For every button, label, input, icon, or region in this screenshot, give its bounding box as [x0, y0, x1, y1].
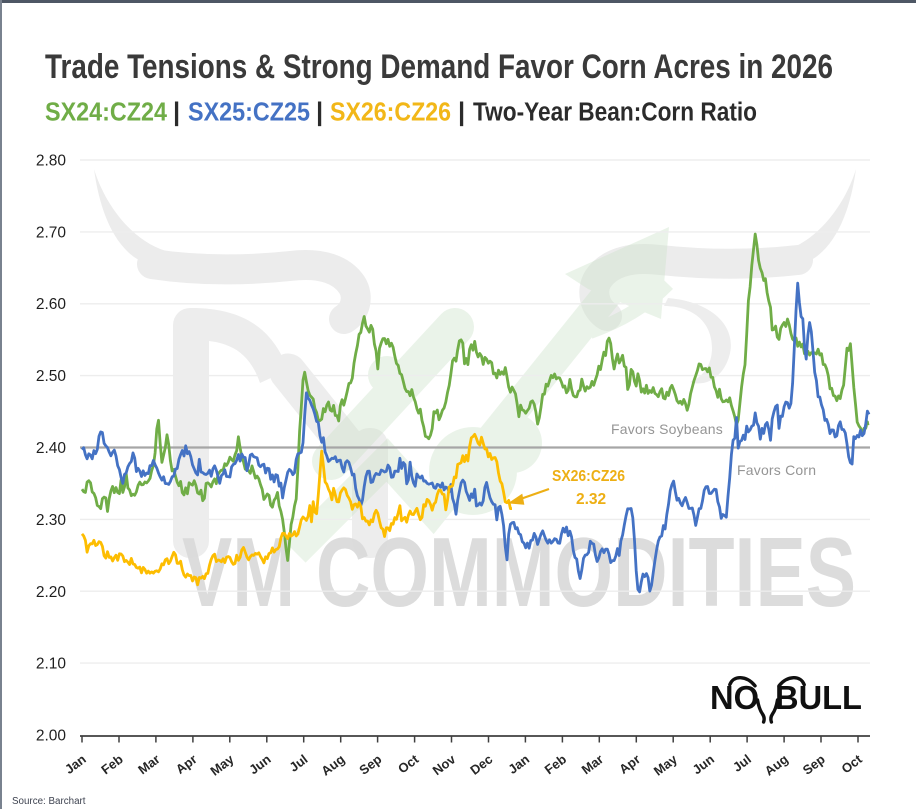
svg-text:2.30: 2.30	[36, 512, 67, 529]
svg-text:2.00: 2.00	[36, 728, 67, 745]
svg-text:Apr: Apr	[616, 751, 643, 776]
svg-text:Favors Soybeans: Favors Soybeans	[611, 421, 723, 437]
svg-text:Jun: Jun	[690, 751, 718, 777]
svg-text:Oct: Oct	[395, 751, 422, 776]
svg-text:Jan: Jan	[62, 751, 89, 776]
svg-text:Favors Corn: Favors Corn	[737, 462, 816, 478]
svg-text:Aug: Aug	[762, 751, 791, 778]
svg-text:|: |	[458, 99, 465, 127]
svg-text:NO: NO	[710, 679, 759, 716]
svg-text:2.50: 2.50	[36, 368, 67, 385]
svg-text:SX24:CZ24: SX24:CZ24	[45, 99, 168, 127]
svg-text:Feb: Feb	[542, 751, 570, 777]
svg-text:Feb: Feb	[98, 751, 126, 777]
svg-text:Mar: Mar	[135, 751, 162, 777]
svg-text:2.80: 2.80	[36, 153, 67, 170]
svg-text:|: |	[316, 99, 323, 127]
svg-text:SX25:CZ25: SX25:CZ25	[188, 99, 310, 127]
svg-text:Mar: Mar	[579, 751, 606, 777]
svg-text:Jun: Jun	[246, 751, 274, 777]
svg-text:2.60: 2.60	[36, 296, 67, 313]
svg-text:SX26:CZ26: SX26:CZ26	[330, 99, 451, 127]
svg-text:|: |	[173, 99, 180, 127]
svg-text:May: May	[207, 751, 237, 779]
svg-text:Jul: Jul	[286, 751, 310, 774]
svg-text:Dec: Dec	[467, 751, 495, 777]
svg-text:2.70: 2.70	[36, 224, 67, 241]
svg-text:SX26:CZ26: SX26:CZ26	[552, 468, 625, 485]
svg-text:Aug: Aug	[318, 751, 347, 778]
svg-text:2.20: 2.20	[36, 584, 67, 601]
svg-text:BULL: BULL	[775, 679, 862, 716]
svg-text:Nov: Nov	[430, 751, 459, 778]
svg-text:2.32: 2.32	[576, 491, 606, 508]
svg-text:Jul: Jul	[730, 751, 754, 774]
svg-text:Oct: Oct	[838, 751, 865, 776]
svg-text:May: May	[651, 751, 681, 779]
svg-text:Two-Year Bean:Corn Ratio: Two-Year Bean:Corn Ratio	[473, 99, 757, 127]
svg-text:VM COMMODITIES: VM COMMODITIES	[182, 517, 856, 627]
svg-text:Sep: Sep	[800, 751, 828, 777]
svg-text:2.10: 2.10	[36, 656, 67, 673]
svg-text:Jan: Jan	[505, 751, 532, 776]
svg-text:2.40: 2.40	[36, 440, 67, 457]
svg-text:Trade Tensions & Strong Demand: Trade Tensions & Strong Demand Favor Cor…	[45, 48, 833, 86]
svg-text:Sep: Sep	[356, 751, 384, 777]
svg-text:Apr: Apr	[173, 751, 200, 776]
